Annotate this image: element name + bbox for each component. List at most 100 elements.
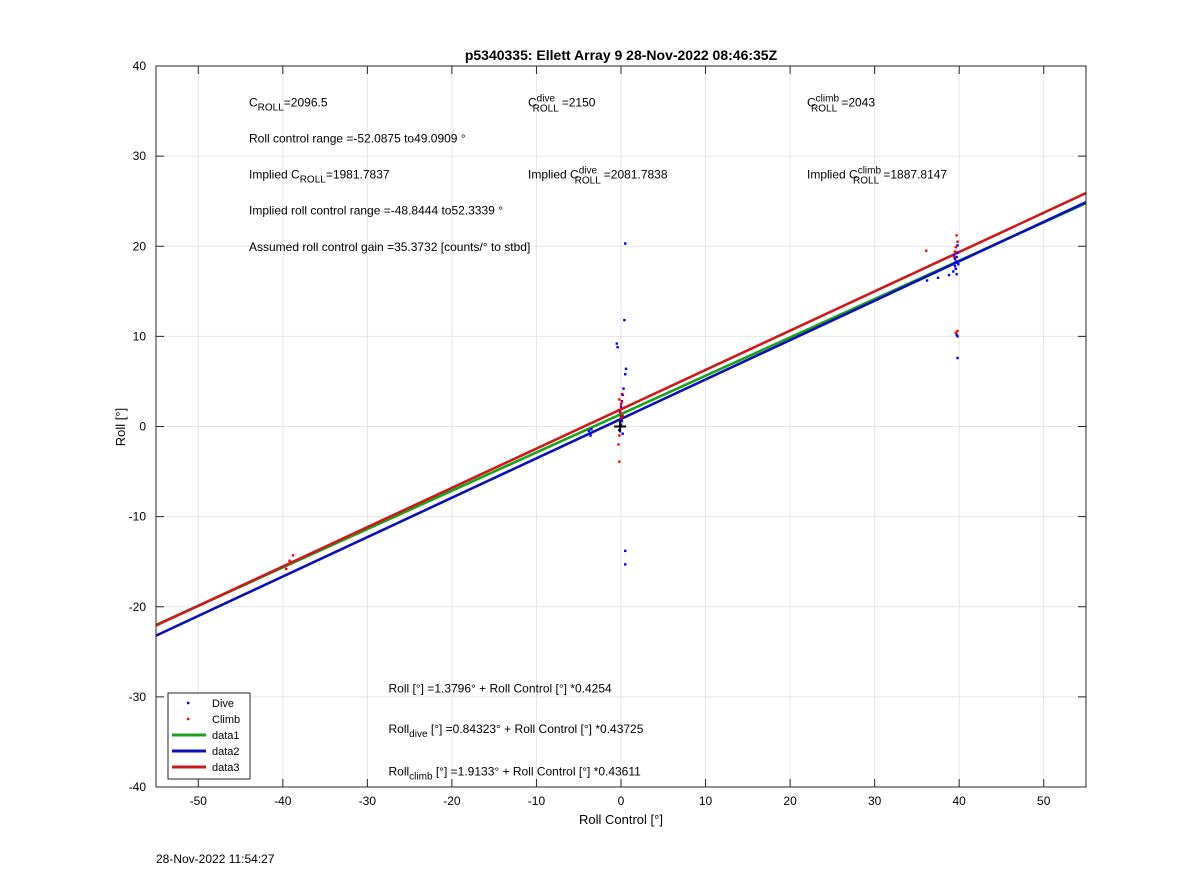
climb-point	[956, 329, 959, 333]
climb-point	[955, 234, 958, 237]
dive-point	[624, 563, 627, 566]
y-tick-label: -30	[129, 690, 147, 704]
dive-point	[954, 260, 957, 263]
annotation-value: =2096.5	[284, 96, 328, 110]
footer-timestamp: 28-Nov-2022 11:54:27	[156, 852, 275, 866]
dive-point	[589, 434, 592, 437]
annotation-base: Roll	[389, 764, 410, 778]
dive-point	[955, 272, 958, 276]
annotation-base: C	[249, 96, 258, 110]
x-tick-label: 20	[783, 794, 797, 808]
dive-point	[954, 267, 957, 270]
legend-box	[167, 692, 251, 780]
annotation-10: Rolldive [°] =0.84323° + Roll Control [°…	[389, 722, 644, 740]
dive-point	[952, 270, 955, 273]
chart-title: p5340335: Ellett Array 9 28-Nov-2022 08:…	[465, 47, 778, 63]
legend-symbol-Climb	[187, 717, 190, 721]
dive-point	[624, 242, 627, 245]
x-tick-label: 50	[1037, 794, 1051, 808]
annotation-value: [°] =0.84323° + Roll Control [°] *0.4372…	[428, 722, 644, 736]
annotation-subscript: ROLL	[533, 104, 560, 115]
x-tick-label: -20	[443, 794, 461, 808]
annotation-1: Cdive ROLL =2150	[528, 94, 596, 115]
climb-point	[620, 400, 624, 404]
legend: Dive Climb data1 data2 data3	[167, 692, 251, 780]
climb-point	[954, 245, 957, 249]
climb-point	[617, 443, 620, 446]
dive-point	[956, 356, 959, 360]
climb-point	[953, 250, 957, 253]
y-tick-label: -20	[129, 600, 147, 614]
dive-point	[956, 251, 959, 254]
annotation-base: C	[807, 96, 816, 110]
annotation-value: [°] =1.9133° + Roll Control [°] *0.43611	[433, 764, 642, 778]
y-tick-label: 10	[133, 329, 147, 343]
y-axis-label: Roll [°]	[113, 408, 128, 446]
annotation-11: Rollclimb [°] =1.9133° + Roll Control [°…	[389, 764, 642, 782]
climb-point	[925, 249, 928, 252]
dive-point	[620, 419, 624, 423]
annotation-prefix: Implied	[528, 168, 570, 182]
climb-point	[619, 402, 623, 406]
annotation-base: C	[570, 168, 579, 182]
climb-point	[285, 567, 288, 571]
dive-point	[936, 276, 940, 279]
dive-point	[590, 428, 593, 431]
legend-label-Dive: Dive	[212, 698, 234, 710]
annotation-4: Implied CROLL=1981.7837	[249, 168, 390, 186]
axis-ticks: -50 -40 -30 -20 -10 0 10 20 30 40 50 -40 -30 -20 -10 0 1…	[129, 59, 1086, 808]
x-tick-label: -30	[359, 794, 377, 808]
y-tick-label: -10	[129, 510, 147, 524]
dive-point	[955, 255, 958, 259]
legend-symbol-Dive	[187, 701, 190, 705]
climb-point	[621, 414, 624, 417]
dive-point	[947, 273, 951, 277]
dive-point	[953, 257, 957, 261]
dive-point	[956, 335, 959, 338]
annotation-prefix: Implied	[807, 168, 849, 182]
annotation-7: Implied roll control range =-48.8444 to5…	[249, 204, 503, 218]
annotation-9: Roll [°] =1.3796° + Roll Control [°] *0.…	[389, 681, 613, 695]
annotation-value: =2150	[562, 96, 596, 110]
annotation-superscript: climb	[858, 166, 882, 177]
x-tick-label: 30	[868, 794, 882, 808]
legend-label-data1: data1	[212, 730, 240, 742]
dive-point	[624, 549, 627, 553]
climb-point	[952, 255, 956, 259]
y-tick-label: 40	[133, 59, 147, 73]
y-tick-label: 30	[133, 149, 147, 163]
annotation-3: Roll control range =-52.0875 to49.0909 °	[249, 132, 466, 146]
y-tick-label: 20	[133, 239, 147, 253]
dive-point	[619, 405, 623, 408]
annotation-subscript: ROLL	[258, 103, 285, 114]
climb-point	[619, 416, 623, 419]
annotation-value: =1981.7837	[326, 168, 390, 182]
annotation-subscript: ROLL	[300, 175, 327, 186]
dive-point	[622, 387, 625, 390]
annotation-value: =2043	[841, 96, 875, 110]
annotation-subscript: ROLL	[853, 176, 880, 187]
dive-point	[624, 367, 628, 371]
annotation-6: Implied Cclimb ROLL =1887.8147	[807, 166, 947, 187]
climb-point	[620, 407, 624, 410]
x-tick-label: 40	[953, 794, 967, 808]
dive-point	[952, 254, 956, 257]
dive-point	[957, 263, 960, 266]
climb-point	[288, 559, 291, 562]
x-axis-label: Roll Control [°]	[579, 812, 663, 827]
climb-point	[617, 409, 620, 412]
dive-point	[587, 429, 591, 433]
legend-label-data3: data3	[212, 762, 240, 774]
annotation-value: =2081.7838	[604, 168, 668, 182]
dive-point	[955, 333, 958, 336]
annotation-superscript: climb	[816, 94, 840, 105]
x-tick-label: -50	[190, 794, 208, 808]
dive-point	[623, 318, 626, 322]
climb-point	[618, 411, 622, 415]
dive-point	[956, 244, 959, 247]
annotation-subscript: ROLL	[811, 104, 838, 115]
climb-point	[956, 240, 959, 243]
dive-point	[953, 264, 957, 268]
origin-marker	[614, 420, 627, 433]
x-tick-label: -10	[528, 794, 546, 808]
